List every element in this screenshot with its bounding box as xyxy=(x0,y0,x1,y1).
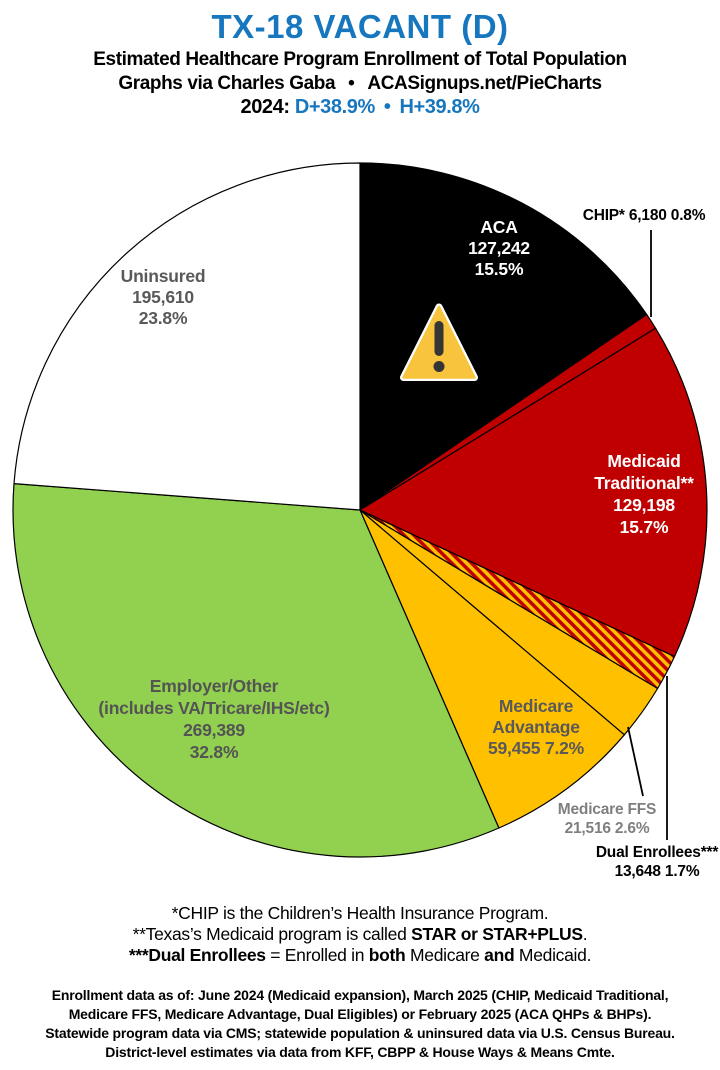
label-line: Medicaid xyxy=(607,451,681,471)
label-line: Employer/Other xyxy=(149,676,279,696)
warning-icon xyxy=(400,303,478,381)
label-line: 32.8% xyxy=(189,742,239,762)
source-line: Statewide program data via CMS; statewid… xyxy=(45,1025,675,1041)
margin-harris: H+39.8% xyxy=(399,96,480,118)
year-bullet: • xyxy=(383,96,391,118)
pie-slice-aca xyxy=(359,162,648,511)
label-medicare-ffs: Medicare FFS 21,516 2.6% xyxy=(557,800,657,838)
label-line: 13,648 1.7% xyxy=(614,863,700,880)
pie-slice-medicaid-traditional xyxy=(359,327,708,658)
byline-credit: Graphs via Charles Gaba xyxy=(118,73,336,94)
label-line: 129,198 xyxy=(613,495,675,515)
label-line: 23.8% xyxy=(138,308,188,328)
label-line: Medicare FFS xyxy=(557,801,657,818)
year-label: 2024: xyxy=(240,96,290,118)
footnote-line: **Texas’s Medicaid program is called STA… xyxy=(132,924,588,944)
label-line: Uninsured xyxy=(120,266,206,286)
pie-slice-employer-other xyxy=(12,483,500,858)
pie-slices xyxy=(12,162,708,858)
label-line: 15.5% xyxy=(474,259,524,279)
margin-dem: D+38.9% xyxy=(294,96,375,118)
footnotes: *CHIP is the Children’s Health Insurance… xyxy=(0,903,720,966)
byline-bullet: • xyxy=(348,73,355,94)
label-medicare-advantage: Medicare Advantage 59,455 7.2% xyxy=(488,696,584,759)
label-line: 195,610 xyxy=(132,287,194,307)
label-employer-other: Employer/Other (includes VA/Tricare/IHS/… xyxy=(98,675,329,763)
label-chip: CHIP* 6,180 0.8% xyxy=(583,206,706,225)
pie-slice-medicare-advantage xyxy=(359,509,625,829)
label-dual-enrollees: Dual Enrollees*** 13,648 1.7% xyxy=(595,843,719,881)
source-line: Medicare FFS, Medicare Advantage, Dual E… xyxy=(68,1006,652,1022)
label-line: 21,516 2.6% xyxy=(564,820,650,837)
label-line: Medicare xyxy=(498,696,574,716)
pie-slice-uninsured xyxy=(13,162,361,511)
label-line: 59,455 7.2% xyxy=(487,738,585,758)
partisan-lean-line: 2024: D+38.9% • H+39.8% xyxy=(0,96,720,119)
label-line: Dual Enrollees*** xyxy=(595,844,719,861)
footnote-line: ***Dual Enrollees = Enrolled in both Med… xyxy=(128,945,592,965)
label-uninsured: Uninsured 195,610 23.8% xyxy=(121,266,206,329)
byline-site: ACASignups.net/PieCharts xyxy=(367,73,602,94)
label-medicaid-traditional: Medicaid Traditional** 129,198 15.7% xyxy=(594,450,694,538)
label-line: Advantage xyxy=(492,717,580,737)
source-line: Enrollment data as of: June 2024 (Medica… xyxy=(51,987,669,1003)
label-line: ACA xyxy=(480,217,518,237)
footnote-line: *CHIP is the Children’s Health Insurance… xyxy=(171,903,549,923)
label-line: 269,389 xyxy=(183,720,245,740)
label-line: 127,242 xyxy=(468,238,530,258)
label-line: Traditional** xyxy=(594,473,694,493)
label-line: CHIP* 6,180 0.8% xyxy=(582,207,706,224)
source-notes: Enrollment data as of: June 2024 (Medica… xyxy=(0,986,720,1062)
label-line: 15.7% xyxy=(619,517,669,537)
page-title: TX-18 VACANT (D) xyxy=(211,8,509,45)
source-line: District-level estimates via data from K… xyxy=(105,1044,615,1060)
label-line: (includes VA/Tricare/IHS/etc) xyxy=(98,698,330,718)
medicare-ffs-leader-line xyxy=(627,726,644,797)
subtitle: Estimated Healthcare Program Enrollment … xyxy=(93,49,627,70)
label-aca: ACA 127,242 15.5% xyxy=(468,217,530,280)
byline: Graphs via Charles Gaba • ACASignups.net/P… xyxy=(0,73,720,95)
